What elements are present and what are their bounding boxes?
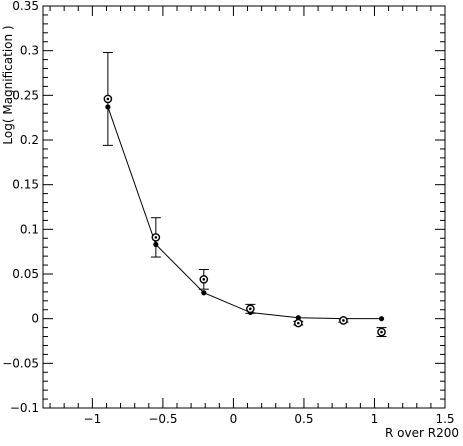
plot-border [42,5,446,409]
y-tick-label: 0.3 [20,44,39,58]
y-tick-label: 0.1 [20,222,39,236]
data-point-center [106,97,110,101]
x-tick-label: 1.5 [435,412,454,426]
x-tick-label: 0 [230,412,238,426]
data-point-center [202,278,206,281]
x-tick-label: −0.5 [148,412,177,426]
y-tick-label: 0.2 [20,133,39,147]
y-tick-label: 0.05 [12,267,39,281]
y-tick-label: −0.05 [2,356,39,370]
x-axis-title: R over R200 [385,426,459,440]
data-point-center [249,307,252,311]
y-tick-label: 0 [31,312,39,326]
series-layer [102,51,387,338]
y-tick-label: 0.25 [12,88,39,102]
axis-ticks [43,5,446,409]
x-tick-label: −1 [84,412,102,426]
y-axis-title: Log( Magnification ) [1,25,15,144]
model-point [201,290,207,296]
data-point-center [154,236,158,239]
plot-frame [42,5,446,409]
x-tick-label: 1 [371,412,379,426]
data-point-center [297,321,300,325]
x-tick-label: 0.5 [294,412,313,426]
y-tick-label: 0.35 [12,0,39,13]
model-point [378,316,385,322]
y-tick-label: −0.1 [10,401,39,415]
axis-tick-labels: −1 −0.5 0 0.5 1 1.5 −0.1 −0.05 0 0.05 0.1 0.15 0.2 0.… [2,0,454,426]
y-tick-label: 0.15 [12,178,39,192]
model-line [107,106,382,320]
data-point-center [342,319,345,322]
data-point-center [380,330,383,334]
